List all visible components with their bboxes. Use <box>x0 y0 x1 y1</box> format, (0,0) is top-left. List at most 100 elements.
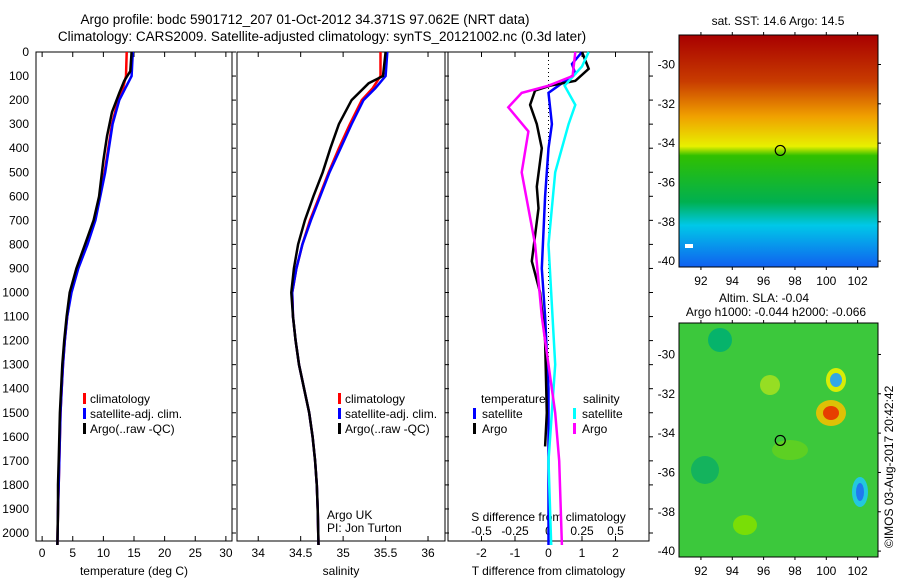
depth-tick-label: 800 <box>9 237 29 251</box>
series-line-argo-raw-qc- <box>290 51 387 546</box>
legend-label: satellite-adj. clim. <box>90 407 182 421</box>
depth-tick-label: 1000 <box>2 286 29 300</box>
panel-frame <box>35 51 233 542</box>
legend-swatch <box>338 408 341 419</box>
legend-label: Argo <box>582 422 608 436</box>
lat-tick-label: -40 <box>658 254 676 268</box>
x-axis-label: salinity <box>323 564 360 578</box>
depth-tick-label: 1300 <box>2 358 29 372</box>
credit-pi: PI: Jon Turton <box>327 521 402 535</box>
legend-swatch <box>83 408 86 419</box>
title-line-1: Argo profile: bodc 5901712_207 01-Oct-20… <box>80 12 529 27</box>
legend-swatch <box>473 408 476 419</box>
x-tick-label: 15 <box>127 546 141 560</box>
lat-tick-label: -36 <box>658 175 676 189</box>
sla-anomaly-blob <box>856 483 864 501</box>
depth-tick-label: 1900 <box>2 502 29 516</box>
legend-label: Argo <box>482 422 508 436</box>
x-tick-label: 30 <box>219 546 233 560</box>
map-frame <box>678 322 879 558</box>
series-line-climatology <box>290 52 382 546</box>
sla-field <box>679 323 878 557</box>
x-tick-label: 2 <box>612 546 619 560</box>
sla-anomaly-blob <box>772 440 808 460</box>
legend-label: climatology <box>345 392 405 406</box>
x-tick-label: 0 <box>39 546 46 560</box>
panel-frame <box>236 51 446 542</box>
s-tick-label: 0.5 <box>607 524 624 538</box>
depth-tick-label: 400 <box>9 141 29 155</box>
x-tick-label: 1 <box>579 546 586 560</box>
x-tick-label: 35.5 <box>374 546 398 560</box>
s-tick-label: 0.25 <box>570 524 594 538</box>
lon-tick-label: 100 <box>816 564 836 578</box>
lon-tick-label: 96 <box>757 564 771 578</box>
depth-tick-label: 700 <box>9 213 29 227</box>
lat-tick-label: -40 <box>658 544 676 558</box>
series-line-t-argo <box>528 51 591 447</box>
map-title-line-1: Altim. SLA: -0.04 <box>719 291 809 305</box>
legend-title-salinity: salinity <box>583 392 620 406</box>
legend-label: Argo(..raw -QC) <box>90 422 175 436</box>
legend-label: satellite <box>582 407 623 421</box>
x-tick-label: 36 <box>421 546 435 560</box>
sst-map: sat. SST: 14.6 Argo: 14.5 92 94 96 98 100 102 -… <box>658 14 881 288</box>
sst-field <box>679 35 878 267</box>
depth-tick-label: 0 <box>22 45 29 59</box>
lat-tick-label: -36 <box>658 465 676 479</box>
legend-label: Argo(..raw -QC) <box>345 422 430 436</box>
lon-tick-label: 96 <box>757 274 771 288</box>
depth-tick-label: 300 <box>9 117 29 131</box>
lon-tick-label: 98 <box>788 564 802 578</box>
profile-panel-1: 0100200300400500600700800900100011001200… <box>2 45 236 578</box>
s-tick-label: -0.25 <box>501 524 529 538</box>
depth-tick-label: 1500 <box>2 406 29 420</box>
lon-tick-label: 102 <box>848 564 868 578</box>
watermark: ©IMOS 03-Aug-2017 20:42:42 <box>882 385 896 548</box>
lat-tick-label: -32 <box>658 97 676 111</box>
land-mask <box>685 244 693 248</box>
legend-swatch <box>338 423 341 434</box>
title-line-2: Climatology: CARS2009. Satellite-adjuste… <box>58 29 586 44</box>
depth-tick-label: 1100 <box>3 310 29 324</box>
x-tick-label: 20 <box>158 546 172 560</box>
lat-tick-label: -34 <box>658 136 676 150</box>
x-tick-label: 34.5 <box>289 546 313 560</box>
sla-anomaly-blob <box>823 406 839 420</box>
lon-tick-label: 94 <box>726 564 740 578</box>
lat-tick-label: -38 <box>658 215 676 229</box>
argo-location-marker <box>774 434 786 447</box>
legend-label: satellite-adj. clim. <box>345 407 437 421</box>
depth-tick-label: 100 <box>9 69 29 83</box>
legend-swatch <box>573 423 576 434</box>
legend-label: satellite <box>482 407 523 421</box>
sla-anomaly-blob <box>733 515 757 535</box>
x-tick-label: 10 <box>97 546 111 560</box>
lat-tick-label: -30 <box>658 57 676 71</box>
lon-tick-label: 100 <box>816 274 836 288</box>
argo-location-marker <box>774 144 786 157</box>
series-line-s-satellite <box>547 51 590 546</box>
depth-tick-label: 1200 <box>2 334 29 348</box>
depth-tick-label: 1700 <box>2 454 29 468</box>
map-title-line-2: Argo h1000: -0.044 h2000: -0.066 <box>686 305 866 319</box>
legend-swatch <box>338 393 341 404</box>
x-tick-label: -2 <box>476 546 487 560</box>
lon-tick-label: 92 <box>694 564 708 578</box>
map-title: sat. SST: 14.6 Argo: 14.5 <box>712 14 845 28</box>
x-tick-label: 0 <box>545 546 552 560</box>
depth-tick-label: 1400 <box>2 382 29 396</box>
legend-swatch <box>83 423 86 434</box>
series-line-satellite-adj-clim- <box>290 51 389 546</box>
lon-tick-label: 92 <box>694 274 708 288</box>
lat-tick-label: -34 <box>658 426 676 440</box>
profile-panel-2: 34 34.5 35 35.5 36 salinity climatologysatelli… <box>236 51 449 578</box>
x-axis-label: T difference from climatology <box>472 564 626 578</box>
x-tick-label: -1 <box>510 546 521 560</box>
depth-tick-label: 500 <box>9 165 29 179</box>
series-line-s-argo <box>506 51 577 546</box>
x-tick-label: 5 <box>69 546 76 560</box>
lat-tick-label: -32 <box>658 387 676 401</box>
